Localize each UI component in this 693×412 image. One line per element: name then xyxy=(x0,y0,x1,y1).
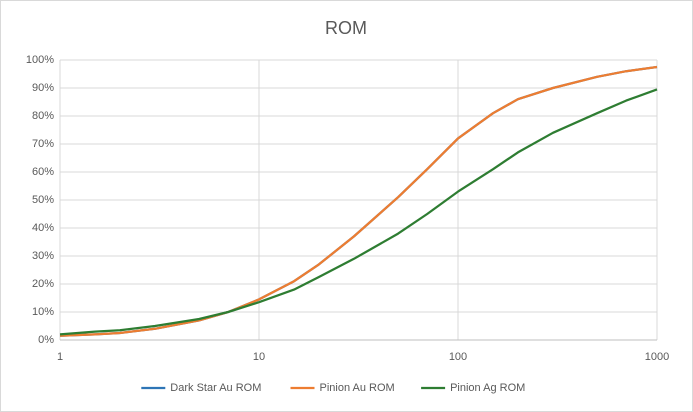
y-tick-label: 40% xyxy=(32,222,54,234)
x-tick-label: 100 xyxy=(449,351,467,363)
y-tick-label: 70% xyxy=(32,138,54,150)
legend-label: Pinion Ag ROM xyxy=(450,382,525,394)
y-tick-label: 50% xyxy=(32,194,54,206)
y-tick-label: 10% xyxy=(32,306,54,318)
x-tick-label: 10 xyxy=(253,351,265,363)
x-tick-label: 1000 xyxy=(645,351,669,363)
legend-label: Pinion Au ROM xyxy=(320,382,395,394)
y-tick-label: 90% xyxy=(32,82,54,94)
chart-title: ROM xyxy=(325,18,367,38)
series-line xyxy=(59,88,658,336)
x-tick-label: 1 xyxy=(57,351,63,363)
y-tick-label: 100% xyxy=(26,54,54,66)
y-tick-label: 0% xyxy=(38,334,54,346)
legend-label: Dark Star Au ROM xyxy=(170,382,261,394)
y-tick-label: 60% xyxy=(32,166,54,178)
y-tick-label: 30% xyxy=(32,250,54,262)
series-line xyxy=(59,65,658,337)
y-tick-label: 80% xyxy=(32,110,54,122)
y-tick-label: 20% xyxy=(32,278,54,290)
